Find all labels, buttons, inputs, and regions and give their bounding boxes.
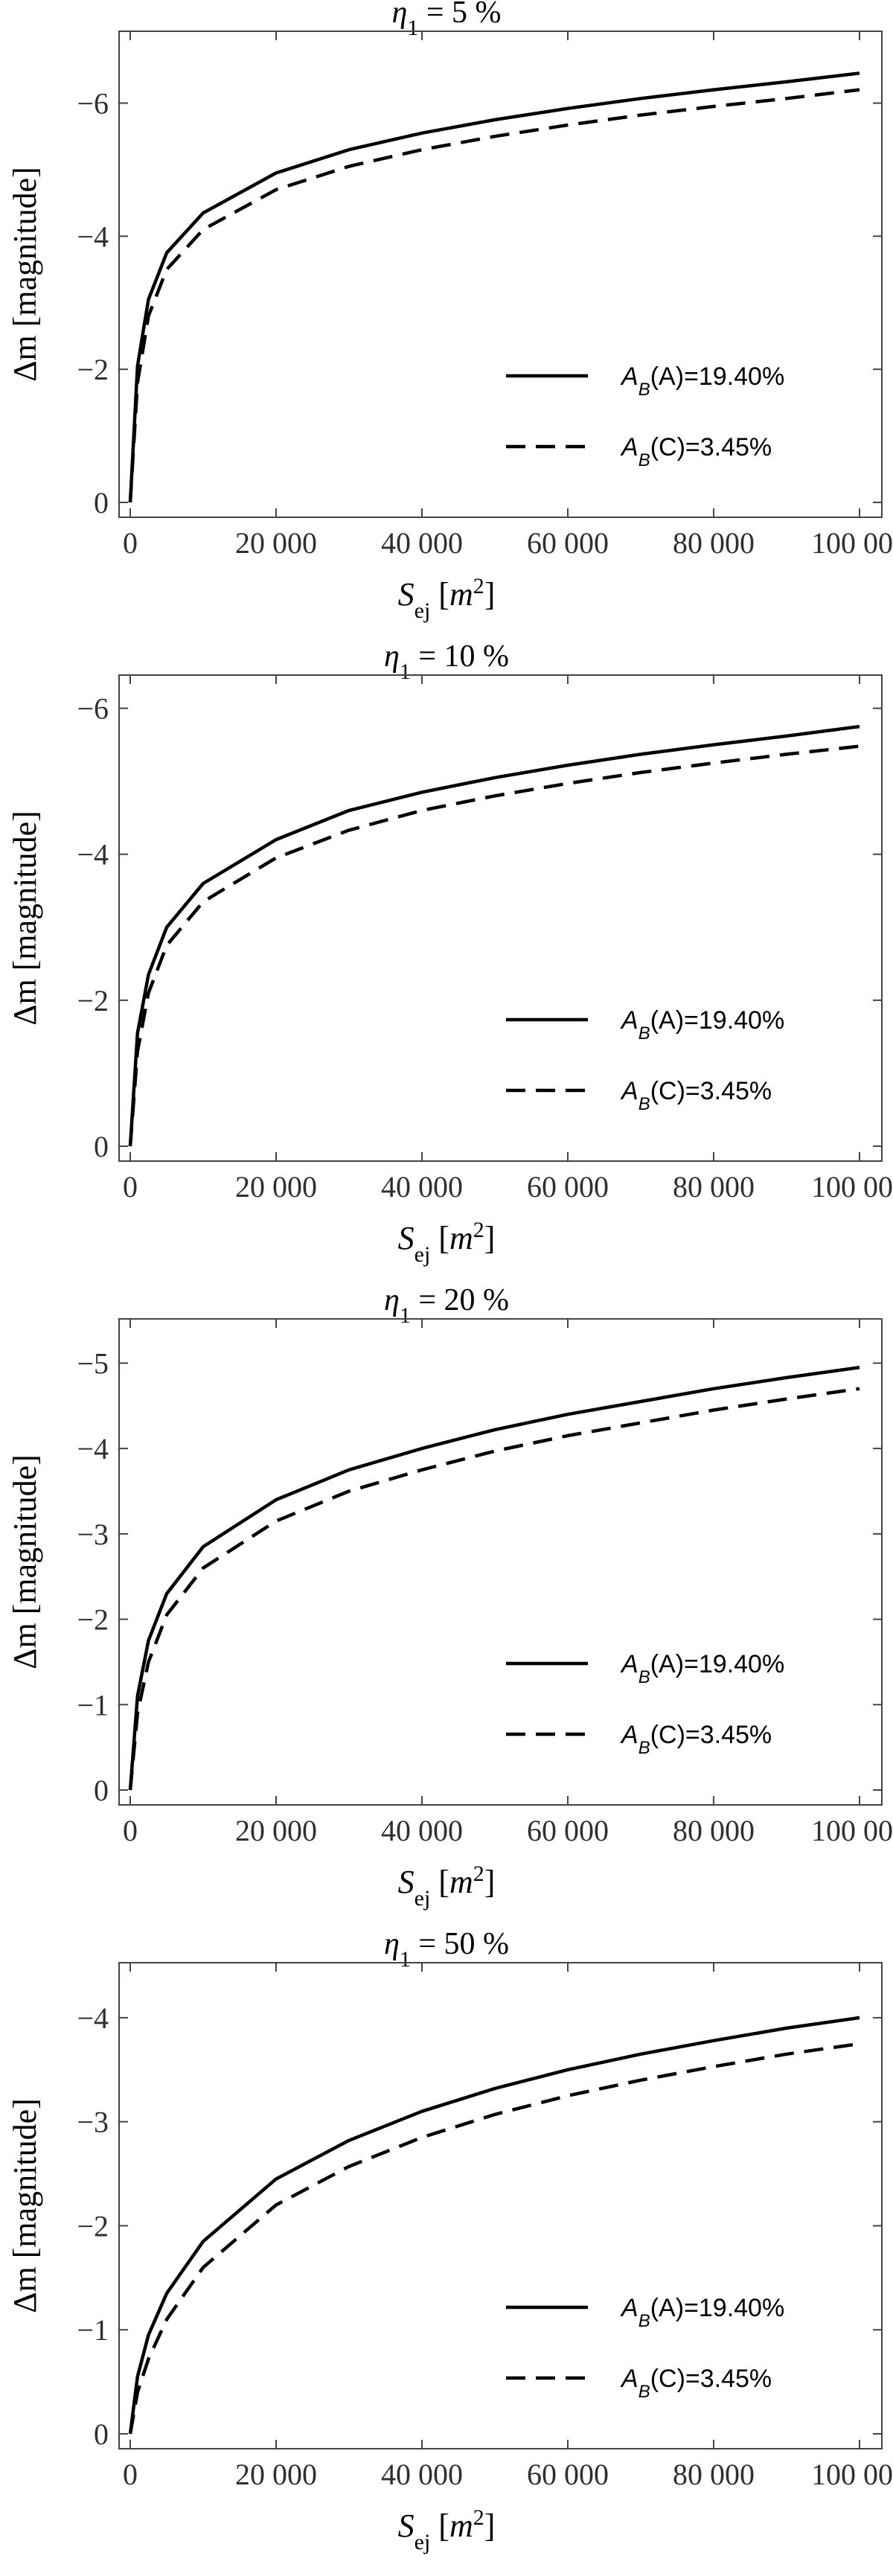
x-tick-label: 20 000 <box>235 1170 317 1204</box>
x-axis-label: Sej [m2] <box>398 2505 496 2554</box>
x-tick-label: 0 <box>123 526 138 560</box>
chart-title: η1 = 20 % <box>384 1283 509 1328</box>
series-line-solid <box>128 2016 860 2435</box>
x-tick-label: 100 000 <box>811 2458 893 2491</box>
y-tick-label: −4 <box>77 1432 109 1466</box>
legend-label: AB(A)=19.40% <box>620 362 784 400</box>
y-tick-label: −6 <box>77 692 109 726</box>
x-tick-label: 80 000 <box>673 1814 755 1847</box>
chart-panel-3: η1 = 20 % 0 20 000 40 000 60 000 80 000 100 00… <box>7 1283 893 1911</box>
legend-label: AB(A)=19.40% <box>620 2294 784 2331</box>
x-tick-label: 80 000 <box>673 1170 755 1204</box>
y-tick-label: −4 <box>77 838 109 872</box>
x-tick-label: 40 000 <box>381 526 463 560</box>
x-tick-label: 80 000 <box>673 526 755 560</box>
y-tick-label: −6 <box>77 87 109 121</box>
plot-frame <box>118 1962 883 2449</box>
legend-label: AB(A)=19.40% <box>620 1006 784 1043</box>
x-tick-label: 100 000 <box>811 1814 893 1847</box>
legend-label: AB(C)=3.45% <box>620 2365 772 2402</box>
y-axis-label: Δm [magnitude] <box>7 1454 43 1669</box>
x-tick-label: 60 000 <box>527 1170 609 1204</box>
x-axis-label: Sej [m2] <box>398 1861 496 1911</box>
y-tick-label: −3 <box>77 2106 109 2139</box>
legend-label: AB(C)=3.45% <box>620 433 772 470</box>
y-tick-label: −1 <box>77 1688 109 1722</box>
x-tick-label: 100 000 <box>811 1170 893 1204</box>
plot-frame <box>118 31 883 518</box>
plot-frame <box>118 674 883 1162</box>
chart-title: η1 = 5 % <box>391 0 501 40</box>
x-tick-label: 20 000 <box>235 526 317 560</box>
series-line-dashed <box>128 744 860 1147</box>
y-tick-label: −2 <box>77 1603 109 1637</box>
series-line-solid <box>128 724 860 1147</box>
plot-frame <box>118 1318 883 1806</box>
legend-label: AB(C)=3.45% <box>620 1077 772 1114</box>
y-axis-label: Δm [magnitude] <box>7 811 43 1026</box>
y-tick-label: −4 <box>77 2001 109 2035</box>
x-axis-label: Sej [m2] <box>398 1218 496 1267</box>
x-tick-label: 80 000 <box>673 2458 755 2491</box>
series-line-solid <box>128 1365 860 1791</box>
x-tick-label: 60 000 <box>527 526 609 560</box>
series-line-dashed <box>128 1387 860 1791</box>
legend-label: AB(C)=3.45% <box>620 1721 772 1758</box>
y-tick-label: −3 <box>77 1518 109 1551</box>
y-axis-label: Δm [magnitude] <box>7 2098 43 2313</box>
x-tick-label: 100 000 <box>811 526 893 560</box>
y-tick-label: 0 <box>94 486 109 520</box>
x-tick-label: 0 <box>123 2458 138 2491</box>
y-tick-label: 0 <box>94 2417 109 2451</box>
chart-panel-4: η1 = 50 % 0 20 000 40 000 60 000 80 000 100 00… <box>7 1927 893 2554</box>
y-tick-label: −5 <box>77 1346 109 1380</box>
legend-label: AB(A)=19.40% <box>620 1650 784 1687</box>
y-tick-label: −2 <box>77 984 109 1017</box>
x-axis-label: Sej [m2] <box>398 574 496 623</box>
y-tick-label: −1 <box>77 2313 109 2347</box>
x-tick-label: 20 000 <box>235 1814 317 1847</box>
x-tick-label: 0 <box>123 1170 138 1204</box>
series-line-solid <box>128 71 860 503</box>
y-tick-label: 0 <box>94 1774 109 1807</box>
x-tick-label: 60 000 <box>527 2458 609 2491</box>
chart-title: η1 = 50 % <box>384 1927 509 1972</box>
y-tick-label: −4 <box>77 220 109 253</box>
chart-title: η1 = 10 % <box>384 639 509 684</box>
chart-panel-2: η1 = 10 % 0 20 000 40 000 60 000 80 000 100 00… <box>7 639 893 1267</box>
y-tick-label: −2 <box>77 2209 109 2243</box>
series-line-dashed <box>128 2042 860 2435</box>
x-tick-label: 40 000 <box>381 1170 463 1204</box>
x-tick-label: 60 000 <box>527 1814 609 1847</box>
series-line-dashed <box>128 88 860 503</box>
y-axis-label: Δm [magnitude] <box>7 167 43 382</box>
y-tick-label: 0 <box>94 1130 109 1163</box>
x-tick-label: 0 <box>123 1814 138 1847</box>
x-tick-label: 40 000 <box>381 1814 463 1847</box>
x-tick-label: 20 000 <box>235 2458 317 2491</box>
y-tick-label: −2 <box>77 353 109 386</box>
x-tick-label: 40 000 <box>381 2458 463 2491</box>
chart-panel-1: η1 = 5 % 0 20 000 40 000 60 000 80 000 100 00 0… <box>7 0 893 623</box>
